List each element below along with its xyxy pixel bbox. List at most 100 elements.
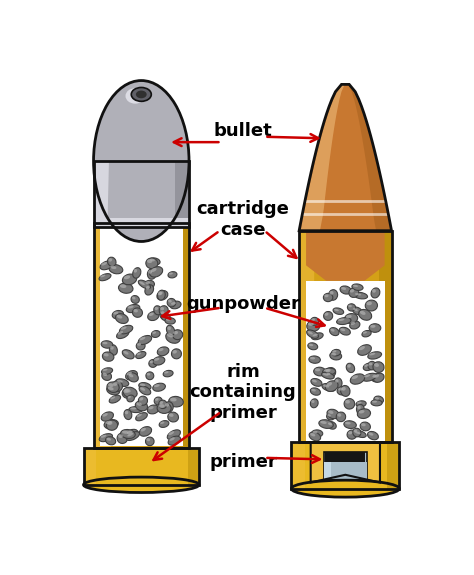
Ellipse shape	[137, 414, 142, 417]
Polygon shape	[306, 231, 384, 281]
Ellipse shape	[310, 388, 320, 395]
Ellipse shape	[371, 400, 382, 406]
Ellipse shape	[325, 367, 336, 378]
Ellipse shape	[360, 422, 370, 431]
Ellipse shape	[352, 307, 363, 315]
Ellipse shape	[123, 389, 129, 393]
Ellipse shape	[158, 404, 165, 408]
Ellipse shape	[311, 400, 315, 403]
Ellipse shape	[138, 335, 152, 344]
Ellipse shape	[147, 269, 156, 279]
Polygon shape	[93, 223, 189, 448]
Ellipse shape	[120, 430, 135, 439]
Ellipse shape	[337, 413, 341, 417]
Ellipse shape	[107, 438, 111, 440]
Ellipse shape	[309, 432, 320, 441]
Polygon shape	[83, 448, 199, 485]
Ellipse shape	[167, 298, 176, 307]
Ellipse shape	[329, 291, 334, 295]
Ellipse shape	[116, 313, 128, 324]
Ellipse shape	[347, 364, 351, 367]
Ellipse shape	[363, 373, 376, 381]
Ellipse shape	[109, 258, 112, 262]
Ellipse shape	[322, 368, 336, 375]
Ellipse shape	[136, 342, 145, 350]
Ellipse shape	[167, 430, 181, 440]
Ellipse shape	[346, 315, 352, 319]
Ellipse shape	[120, 327, 127, 329]
Ellipse shape	[155, 307, 158, 310]
Ellipse shape	[157, 290, 168, 300]
Ellipse shape	[158, 348, 164, 351]
Ellipse shape	[322, 384, 336, 392]
Ellipse shape	[147, 405, 159, 414]
Ellipse shape	[345, 400, 350, 404]
Polygon shape	[325, 452, 365, 462]
Ellipse shape	[333, 308, 344, 315]
Ellipse shape	[118, 331, 123, 335]
Ellipse shape	[336, 412, 346, 421]
Ellipse shape	[351, 322, 355, 325]
Ellipse shape	[118, 434, 123, 438]
Ellipse shape	[152, 331, 156, 334]
Ellipse shape	[312, 380, 317, 382]
Ellipse shape	[127, 431, 132, 434]
Ellipse shape	[326, 369, 330, 373]
Ellipse shape	[139, 281, 145, 285]
Ellipse shape	[131, 296, 139, 304]
Ellipse shape	[103, 373, 107, 376]
Ellipse shape	[328, 411, 334, 414]
Ellipse shape	[359, 346, 365, 350]
Ellipse shape	[108, 257, 116, 266]
Ellipse shape	[345, 313, 358, 324]
Ellipse shape	[340, 286, 351, 294]
Ellipse shape	[153, 383, 165, 391]
Ellipse shape	[93, 81, 189, 242]
Ellipse shape	[344, 398, 355, 409]
Ellipse shape	[113, 382, 118, 386]
Ellipse shape	[148, 406, 154, 409]
Ellipse shape	[337, 317, 351, 324]
Ellipse shape	[352, 375, 358, 379]
Ellipse shape	[324, 369, 329, 371]
Ellipse shape	[368, 361, 376, 370]
Ellipse shape	[357, 405, 361, 409]
Polygon shape	[299, 85, 392, 231]
Ellipse shape	[155, 398, 158, 401]
Polygon shape	[301, 85, 345, 231]
Ellipse shape	[375, 397, 379, 400]
Ellipse shape	[148, 312, 159, 320]
Ellipse shape	[146, 372, 154, 380]
Ellipse shape	[374, 374, 379, 378]
Ellipse shape	[345, 421, 351, 424]
Ellipse shape	[123, 387, 137, 398]
Ellipse shape	[137, 343, 141, 346]
Ellipse shape	[140, 428, 146, 431]
Ellipse shape	[370, 325, 375, 328]
Ellipse shape	[363, 363, 374, 370]
Ellipse shape	[168, 271, 177, 278]
Ellipse shape	[109, 395, 120, 403]
Ellipse shape	[127, 395, 134, 402]
Ellipse shape	[357, 409, 371, 419]
Ellipse shape	[154, 358, 159, 361]
Ellipse shape	[338, 319, 345, 321]
Ellipse shape	[154, 397, 162, 405]
Ellipse shape	[160, 307, 164, 310]
Ellipse shape	[332, 350, 337, 352]
Text: rim
containing
primer: rim containing primer	[190, 363, 296, 422]
Ellipse shape	[350, 321, 360, 329]
Ellipse shape	[124, 275, 130, 279]
Polygon shape	[387, 442, 399, 489]
Ellipse shape	[151, 331, 160, 338]
Ellipse shape	[342, 387, 346, 390]
Ellipse shape	[163, 370, 173, 377]
Ellipse shape	[122, 350, 134, 359]
Ellipse shape	[309, 344, 313, 346]
Ellipse shape	[374, 396, 383, 404]
Ellipse shape	[118, 283, 133, 293]
Ellipse shape	[145, 285, 154, 295]
Ellipse shape	[167, 327, 171, 330]
Ellipse shape	[327, 421, 336, 429]
Ellipse shape	[138, 280, 151, 289]
